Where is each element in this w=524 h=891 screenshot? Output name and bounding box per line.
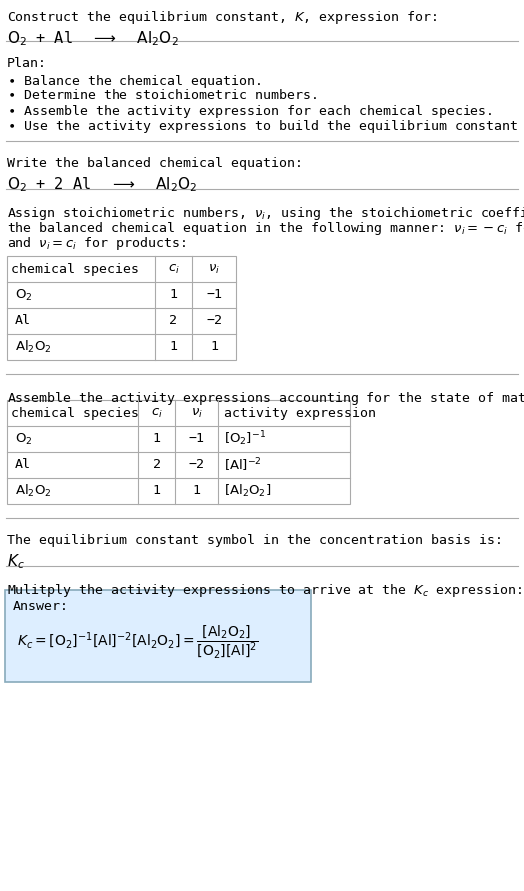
Text: $\bullet$ Determine the stoichiometric numbers.: $\bullet$ Determine the stoichiometric n…: [7, 88, 317, 102]
Text: $c_i$: $c_i$: [168, 263, 179, 275]
Text: chemical species: chemical species: [11, 406, 139, 420]
Text: 1: 1: [169, 289, 178, 301]
Text: $\nu_i$: $\nu_i$: [208, 263, 220, 275]
Text: 1: 1: [169, 340, 178, 354]
Text: $\bullet$ Use the activity expressions to build the equilibrium constant express: $\bullet$ Use the activity expressions t…: [7, 118, 524, 135]
Text: Mulitply the activity expressions to arrive at the $K_c$ expression:: Mulitply the activity expressions to arr…: [7, 582, 522, 599]
Text: $K_c$: $K_c$: [7, 552, 25, 571]
Text: $[\mathrm{O_2}]^{-1}$: $[\mathrm{O_2}]^{-1}$: [224, 429, 266, 448]
Text: $\mathrm{O_2}$: $\mathrm{O_2}$: [15, 431, 32, 446]
Text: Construct the equilibrium constant, $K$, expression for:: Construct the equilibrium constant, $K$,…: [7, 9, 437, 26]
Text: 1: 1: [152, 485, 160, 497]
Text: Al: Al: [15, 459, 31, 471]
Text: Plan:: Plan:: [7, 57, 47, 70]
Text: $\mathrm{O_2}$ + Al  $\longrightarrow$  $\mathrm{Al_2O_2}$: $\mathrm{O_2}$ + Al $\longrightarrow$ $\…: [7, 29, 179, 48]
Text: Assign stoichiometric numbers, $\nu_i$, using the stoichiometric coefficients, $: Assign stoichiometric numbers, $\nu_i$, …: [7, 205, 524, 222]
Bar: [7, 256, 236, 360]
Text: chemical species: chemical species: [11, 263, 139, 275]
Text: $[\mathrm{Al_2O_2}]$: $[\mathrm{Al_2O_2}]$: [224, 483, 271, 499]
Text: Assemble the activity expressions accounting for the state of matter and $\nu_i$: Assemble the activity expressions accoun…: [7, 390, 524, 407]
Text: $\nu_i$: $\nu_i$: [191, 406, 202, 420]
Text: −2: −2: [189, 459, 204, 471]
Text: 1: 1: [152, 432, 160, 446]
Text: the balanced chemical equation in the following manner: $\nu_i = -c_i$ for react: the balanced chemical equation in the fo…: [7, 220, 524, 237]
Text: −1: −1: [189, 432, 204, 446]
Text: 1: 1: [192, 485, 201, 497]
Text: activity expression: activity expression: [224, 406, 376, 420]
Text: $[\mathrm{Al}]^{-2}$: $[\mathrm{Al}]^{-2}$: [224, 456, 262, 474]
Text: $\mathrm{Al_2O_2}$: $\mathrm{Al_2O_2}$: [15, 339, 51, 355]
Text: $\bullet$ Assemble the activity expression for each chemical species.: $\bullet$ Assemble the activity expressi…: [7, 103, 493, 120]
Text: Answer:: Answer:: [13, 600, 69, 613]
Text: The equilibrium constant symbol in the concentration basis is:: The equilibrium constant symbol in the c…: [7, 534, 503, 547]
Text: Write the balanced chemical equation:: Write the balanced chemical equation:: [7, 157, 303, 170]
Text: −1: −1: [206, 289, 222, 301]
Text: $\mathrm{Al_2O_2}$: $\mathrm{Al_2O_2}$: [15, 483, 51, 499]
Text: $\mathrm{O_2}$: $\mathrm{O_2}$: [15, 288, 32, 303]
Text: 1: 1: [210, 340, 218, 354]
Text: and $\nu_i = c_i$ for products:: and $\nu_i = c_i$ for products:: [7, 235, 186, 252]
Text: $\mathrm{O_2}$ + 2 Al  $\longrightarrow$  $\mathrm{Al_2O_2}$: $\mathrm{O_2}$ + 2 Al $\longrightarrow$ …: [7, 175, 197, 193]
Text: $c_i$: $c_i$: [150, 406, 162, 420]
Text: $\bullet$ Balance the chemical equation.: $\bullet$ Balance the chemical equation.: [7, 73, 261, 90]
FancyBboxPatch shape: [5, 590, 311, 682]
Text: −2: −2: [206, 315, 222, 328]
Text: Al: Al: [15, 315, 31, 328]
Bar: [7, 400, 350, 504]
Text: $K_c = [\mathrm{O_2}]^{-1}[\mathrm{Al}]^{-2}[\mathrm{Al_2O_2}] = \dfrac{[\mathrm: $K_c = [\mathrm{O_2}]^{-1}[\mathrm{Al}]^…: [17, 624, 258, 660]
Text: 2: 2: [169, 315, 178, 328]
Text: 2: 2: [152, 459, 160, 471]
